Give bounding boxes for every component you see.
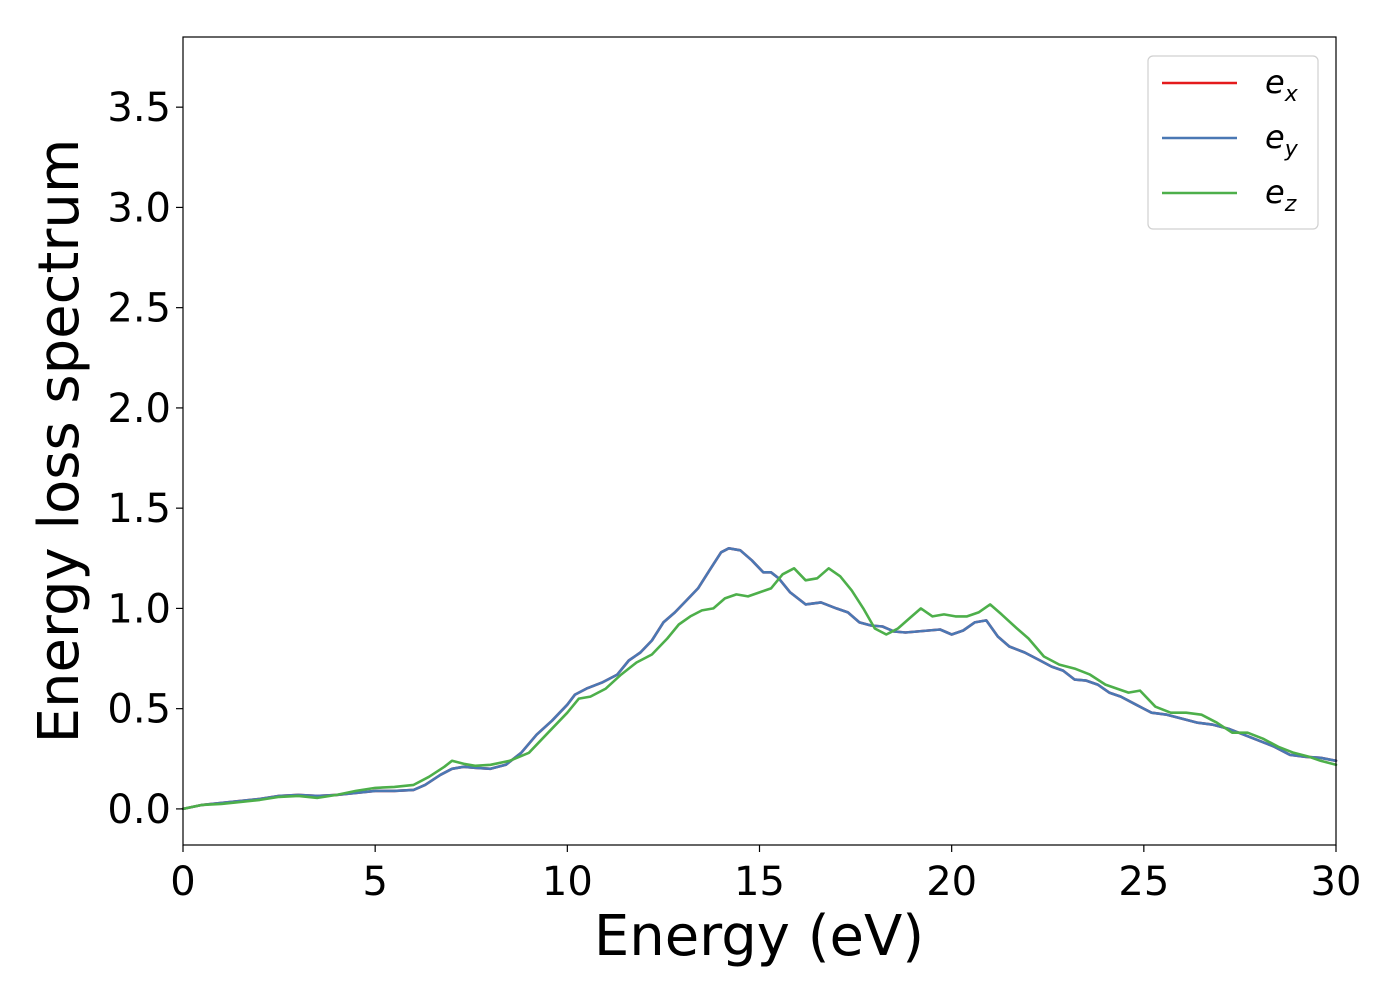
legend-label-z: ez [1265,173,1297,217]
legend-box [1147,55,1319,230]
plot-background [183,37,1336,845]
y-tick-label: 2.0 [107,386,171,432]
y-tick-label: 2.5 [107,286,171,332]
x-tick-label: 10 [542,859,593,905]
y-axis-title: Energy loss spectrum [27,139,92,744]
x-axis-title: Energy (eV) [594,904,924,969]
series-lines [181,547,1338,811]
series-line-z [181,567,1338,811]
x-tick-label: 15 [734,859,785,905]
legend: ex ey ez [1147,55,1319,230]
y-tick-label: 0.5 [107,687,171,733]
y-axis-ticks: 0.0 0.5 1.0 1.5 2.0 2.5 3.0 3.5 [107,85,183,833]
legend-label-y: ey [1265,118,1299,162]
x-tick-label: 5 [362,859,387,905]
y-tick-label: 1.5 [107,486,171,532]
x-tick-label: 25 [1118,859,1169,905]
x-tick-label: 20 [926,859,977,905]
x-tick-label: 30 [1311,859,1362,905]
x-axis-ticks: 0 5 10 15 20 25 30 [170,845,1361,905]
y-tick-label: 1.0 [107,586,171,632]
y-tick-label: 3.5 [107,85,171,131]
y-tick-label: 0.0 [107,787,171,833]
y-tick-label: 3.0 [107,185,171,231]
x-tick-label: 0 [170,859,195,905]
legend-label-x: ex [1265,63,1299,107]
